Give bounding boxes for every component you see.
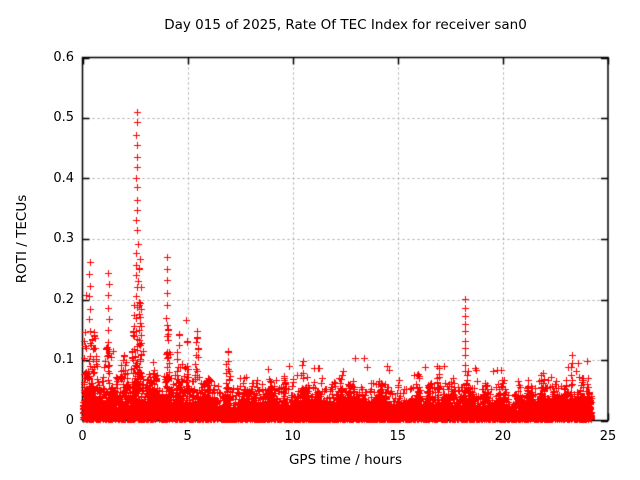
x-tick-label: 20 <box>494 429 512 444</box>
y-tick-label: 0.3 <box>53 231 74 246</box>
y-tick-label: 0.6 <box>53 49 74 65</box>
x-tick-label: 5 <box>183 429 192 444</box>
x-tick-label: 15 <box>389 429 407 444</box>
y-tick-label: 0 <box>65 412 74 428</box>
chart-title: Day 015 of 2025, Rate Of TEC Index for r… <box>164 17 527 33</box>
y-tick-label: 0.2 <box>53 291 74 307</box>
y-tick-label: 0.4 <box>53 170 74 186</box>
x-tick-label: 25 <box>599 429 617 444</box>
y-tick-label: 0.5 <box>53 110 74 125</box>
x-axis-label: GPS time / hours <box>288 452 403 468</box>
y-tick-label: 0.1 <box>53 352 74 367</box>
x-tick-label: 0 <box>78 429 87 444</box>
x-tick-label: 10 <box>284 429 301 444</box>
